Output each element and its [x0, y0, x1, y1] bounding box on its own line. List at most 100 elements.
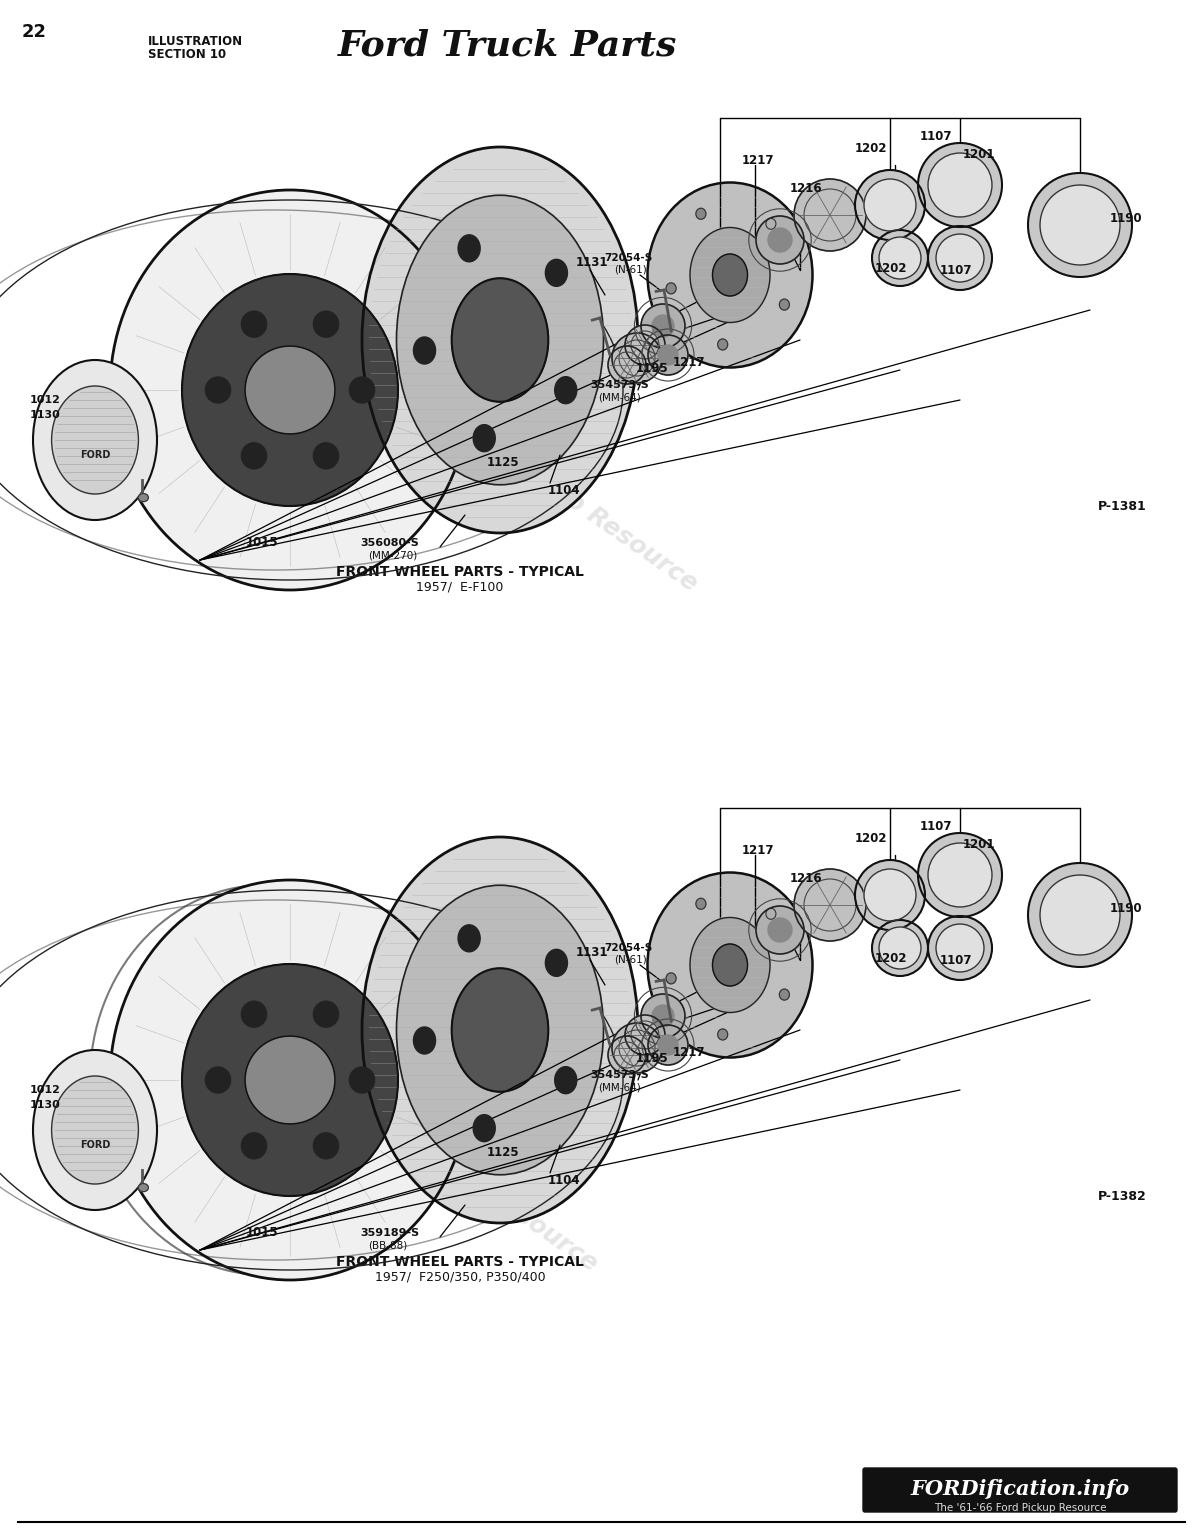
Text: 1195: 1195: [636, 362, 669, 375]
Text: 1012: 1012: [30, 1085, 61, 1094]
Ellipse shape: [855, 860, 925, 930]
Ellipse shape: [768, 229, 792, 252]
Ellipse shape: [658, 345, 678, 365]
Text: 1107: 1107: [920, 130, 953, 143]
Ellipse shape: [928, 843, 992, 907]
Text: SECTION 10: SECTION 10: [148, 48, 226, 61]
Ellipse shape: [936, 924, 984, 972]
Ellipse shape: [545, 949, 568, 976]
Ellipse shape: [138, 494, 148, 502]
Text: 1190: 1190: [1110, 901, 1143, 915]
Text: 1217: 1217: [672, 356, 705, 368]
Text: 1216: 1216: [790, 181, 823, 195]
Ellipse shape: [52, 1076, 138, 1183]
Ellipse shape: [626, 1015, 665, 1055]
Ellipse shape: [206, 378, 231, 404]
Ellipse shape: [206, 1067, 231, 1093]
Ellipse shape: [691, 918, 770, 1013]
Text: 1202: 1202: [855, 141, 888, 155]
Text: (MM-270): (MM-270): [368, 551, 417, 560]
Ellipse shape: [545, 259, 568, 287]
Ellipse shape: [864, 869, 915, 921]
Text: FRONT WHEEL PARTS - TYPICAL: FRONT WHEEL PARTS - TYPICAL: [336, 1256, 583, 1269]
Text: 356080-S: 356080-S: [360, 537, 419, 548]
Ellipse shape: [612, 333, 662, 384]
Text: (BB-88): (BB-88): [368, 1240, 408, 1251]
Ellipse shape: [1029, 863, 1132, 967]
Ellipse shape: [182, 275, 398, 507]
Text: 1107: 1107: [920, 821, 953, 834]
Ellipse shape: [695, 898, 706, 909]
Ellipse shape: [658, 1035, 678, 1055]
Ellipse shape: [314, 1133, 338, 1159]
Ellipse shape: [612, 1022, 662, 1073]
Ellipse shape: [242, 442, 267, 468]
Ellipse shape: [473, 425, 496, 451]
Text: 22: 22: [22, 23, 47, 41]
Text: 1201: 1201: [962, 838, 996, 852]
Ellipse shape: [414, 338, 435, 364]
Ellipse shape: [362, 147, 638, 533]
Ellipse shape: [349, 378, 374, 404]
Text: 1217: 1217: [672, 1045, 705, 1059]
Text: 1217: 1217: [742, 154, 775, 166]
Text: 1104: 1104: [549, 1173, 581, 1187]
Ellipse shape: [32, 361, 158, 520]
Ellipse shape: [918, 834, 1002, 916]
Text: 1131: 1131: [576, 947, 609, 959]
Ellipse shape: [766, 909, 776, 919]
Ellipse shape: [52, 385, 138, 494]
Ellipse shape: [608, 1036, 646, 1074]
Ellipse shape: [794, 180, 866, 252]
Text: FORD: FORD: [79, 1141, 111, 1150]
Ellipse shape: [652, 315, 674, 338]
Text: 1012: 1012: [30, 394, 61, 405]
Ellipse shape: [780, 989, 789, 1001]
Text: 1015: 1015: [245, 537, 278, 550]
Ellipse shape: [608, 345, 646, 384]
Ellipse shape: [414, 1027, 435, 1055]
Text: 1190: 1190: [1110, 212, 1143, 224]
Ellipse shape: [555, 376, 576, 404]
Text: 1957/  F250/350, P350/400: 1957/ F250/350, P350/400: [374, 1269, 545, 1283]
Text: (N-61): (N-61): [614, 266, 647, 275]
Text: The '61- '66 Ford Pickup Resource: The '61- '66 Ford Pickup Resource: [198, 984, 602, 1277]
Text: (MM-64): (MM-64): [598, 1082, 641, 1091]
Text: 1131: 1131: [576, 256, 609, 270]
Text: The '61-'66 Ford Pickup Resource: The '61-'66 Ford Pickup Resource: [934, 1503, 1107, 1514]
Ellipse shape: [458, 924, 480, 952]
Ellipse shape: [794, 869, 866, 941]
Ellipse shape: [641, 995, 685, 1038]
Ellipse shape: [768, 918, 792, 942]
Ellipse shape: [879, 236, 921, 279]
Text: 1217: 1217: [742, 844, 775, 857]
Ellipse shape: [864, 180, 915, 230]
Text: 1130: 1130: [30, 1101, 60, 1110]
Ellipse shape: [647, 872, 812, 1058]
Ellipse shape: [555, 1067, 576, 1094]
Ellipse shape: [138, 1183, 148, 1191]
Text: 1104: 1104: [549, 484, 581, 496]
Text: P-1382: P-1382: [1098, 1191, 1146, 1203]
Text: The '61- '66 Ford Pickup Resource: The '61- '66 Ford Pickup Resource: [298, 304, 701, 597]
Ellipse shape: [666, 973, 676, 984]
Text: 1107: 1107: [940, 953, 972, 967]
Ellipse shape: [349, 1067, 374, 1093]
Ellipse shape: [872, 230, 928, 286]
Text: FORDification.info: FORDification.info: [911, 1480, 1130, 1500]
Ellipse shape: [766, 218, 776, 229]
Text: 1202: 1202: [855, 832, 888, 844]
Text: 1202: 1202: [875, 952, 907, 964]
Ellipse shape: [245, 1036, 334, 1124]
Text: 1130: 1130: [30, 410, 60, 421]
Ellipse shape: [626, 325, 665, 365]
Text: 354573-S: 354573-S: [589, 1070, 648, 1081]
Ellipse shape: [718, 1028, 728, 1041]
Ellipse shape: [362, 837, 638, 1223]
Ellipse shape: [1041, 875, 1120, 955]
Ellipse shape: [314, 442, 338, 468]
Ellipse shape: [473, 1114, 496, 1142]
Text: (MM-64): (MM-64): [598, 391, 641, 402]
FancyBboxPatch shape: [863, 1467, 1177, 1512]
Ellipse shape: [712, 253, 747, 296]
